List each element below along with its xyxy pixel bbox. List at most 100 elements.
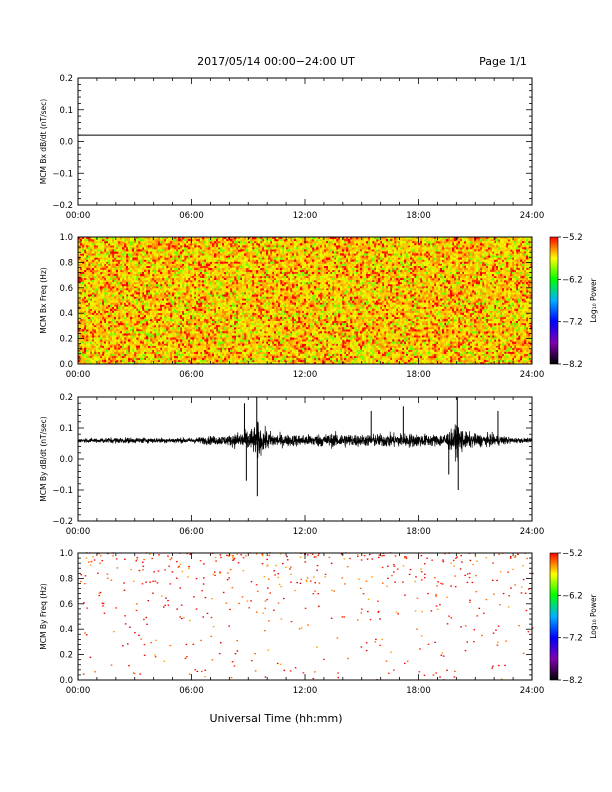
power-dot — [183, 617, 185, 619]
x-tick-label: 12:00 — [293, 370, 318, 380]
power-dot — [476, 560, 478, 562]
power-dot — [307, 554, 309, 556]
y-tick-label: 0.8 — [59, 574, 73, 584]
power-dot — [157, 570, 160, 572]
power-dot — [454, 575, 456, 577]
power-dot — [455, 557, 457, 559]
x-ticks: 00:00 06:00 12:00 18:00 24:00 — [66, 237, 544, 380]
power-dot — [113, 630, 115, 633]
power-dot — [311, 553, 314, 555]
power-dot — [143, 643, 146, 646]
power-dot — [136, 603, 138, 605]
power-dot — [394, 581, 396, 583]
power-dot — [306, 577, 309, 579]
power-dot — [273, 609, 275, 611]
power-dot — [230, 676, 233, 679]
power-dot — [83, 602, 85, 604]
power-dot — [212, 625, 215, 628]
power-dot — [124, 623, 127, 625]
power-dot — [377, 600, 379, 602]
power-dot — [124, 615, 126, 617]
power-dot — [200, 639, 202, 642]
power-dot — [314, 590, 316, 592]
power-dot — [405, 557, 408, 560]
power-dot — [418, 671, 421, 673]
power-dot — [98, 594, 101, 597]
power-dot — [203, 563, 205, 565]
power-dot — [344, 583, 346, 585]
power-dot — [226, 579, 229, 581]
power-dot — [177, 566, 180, 568]
power-dot — [236, 553, 239, 555]
x-tick-label: 00:00 — [66, 527, 91, 537]
power-dot — [423, 563, 426, 565]
power-dot — [518, 625, 520, 627]
power-dot — [393, 571, 395, 573]
power-dot — [145, 616, 148, 619]
x-tick-label: 24:00 — [520, 211, 545, 221]
power-dot — [318, 605, 320, 607]
power-dot — [522, 652, 525, 654]
spectrogram-color-0 — [78, 237, 533, 365]
power-dot — [176, 560, 178, 563]
power-dot — [189, 619, 191, 622]
power-dot — [517, 553, 519, 555]
power-dot — [87, 561, 90, 563]
power-dot — [312, 677, 315, 680]
power-dot — [493, 593, 495, 595]
power-dot — [513, 556, 515, 558]
power-dot — [240, 554, 243, 556]
power-dot — [86, 607, 89, 609]
power-dot — [514, 584, 516, 586]
y-tick-label: −0.1 — [52, 169, 73, 179]
x-ticks: 00:00 06:00 12:00 18:00 24:00 — [66, 397, 544, 537]
power-dot — [281, 562, 284, 565]
power-dot — [377, 610, 380, 613]
power-dot — [262, 612, 264, 614]
power-dot — [204, 596, 207, 599]
power-dot — [122, 645, 124, 647]
power-dot — [435, 593, 437, 596]
colorbar-gradient — [549, 236, 559, 365]
power-dot — [520, 592, 523, 594]
power-dot — [507, 606, 510, 608]
power-dot — [460, 554, 463, 557]
colorbar-tick-label: −5.2 — [562, 233, 583, 243]
power-dot — [402, 565, 405, 567]
power-dot — [475, 574, 477, 577]
power-dot — [452, 559, 455, 562]
power-dot — [233, 665, 236, 667]
x-tick-label: 00:00 — [66, 370, 91, 380]
power-dot — [302, 672, 305, 674]
x-tick-label: 00:00 — [66, 211, 91, 221]
power-dot — [279, 553, 282, 555]
power-dot — [527, 631, 530, 633]
power-dot — [116, 567, 119, 569]
y-tick-label: 0.0 — [59, 676, 73, 686]
power-dot — [456, 556, 458, 558]
power-dot — [201, 590, 203, 592]
power-dot — [437, 581, 439, 583]
power-dot — [231, 587, 234, 589]
power-dot — [248, 607, 251, 609]
power-dot — [381, 566, 384, 569]
power-dot — [421, 611, 423, 613]
power-dot — [181, 570, 184, 573]
power-dot — [106, 552, 109, 555]
power-dot — [363, 554, 366, 557]
power-dot — [514, 556, 517, 558]
power-dot — [382, 582, 384, 584]
power-dot — [242, 570, 245, 572]
power-dot — [367, 610, 369, 613]
power-dot — [90, 561, 93, 563]
power-dot — [261, 555, 264, 557]
power-dot — [365, 580, 368, 582]
power-dot — [145, 581, 147, 583]
power-dot — [409, 568, 412, 571]
power-dot — [436, 585, 438, 587]
power-dot — [277, 576, 280, 579]
power-dot — [446, 623, 449, 625]
power-dot — [459, 568, 462, 570]
power-dot — [132, 672, 135, 674]
power-dot — [85, 634, 88, 636]
